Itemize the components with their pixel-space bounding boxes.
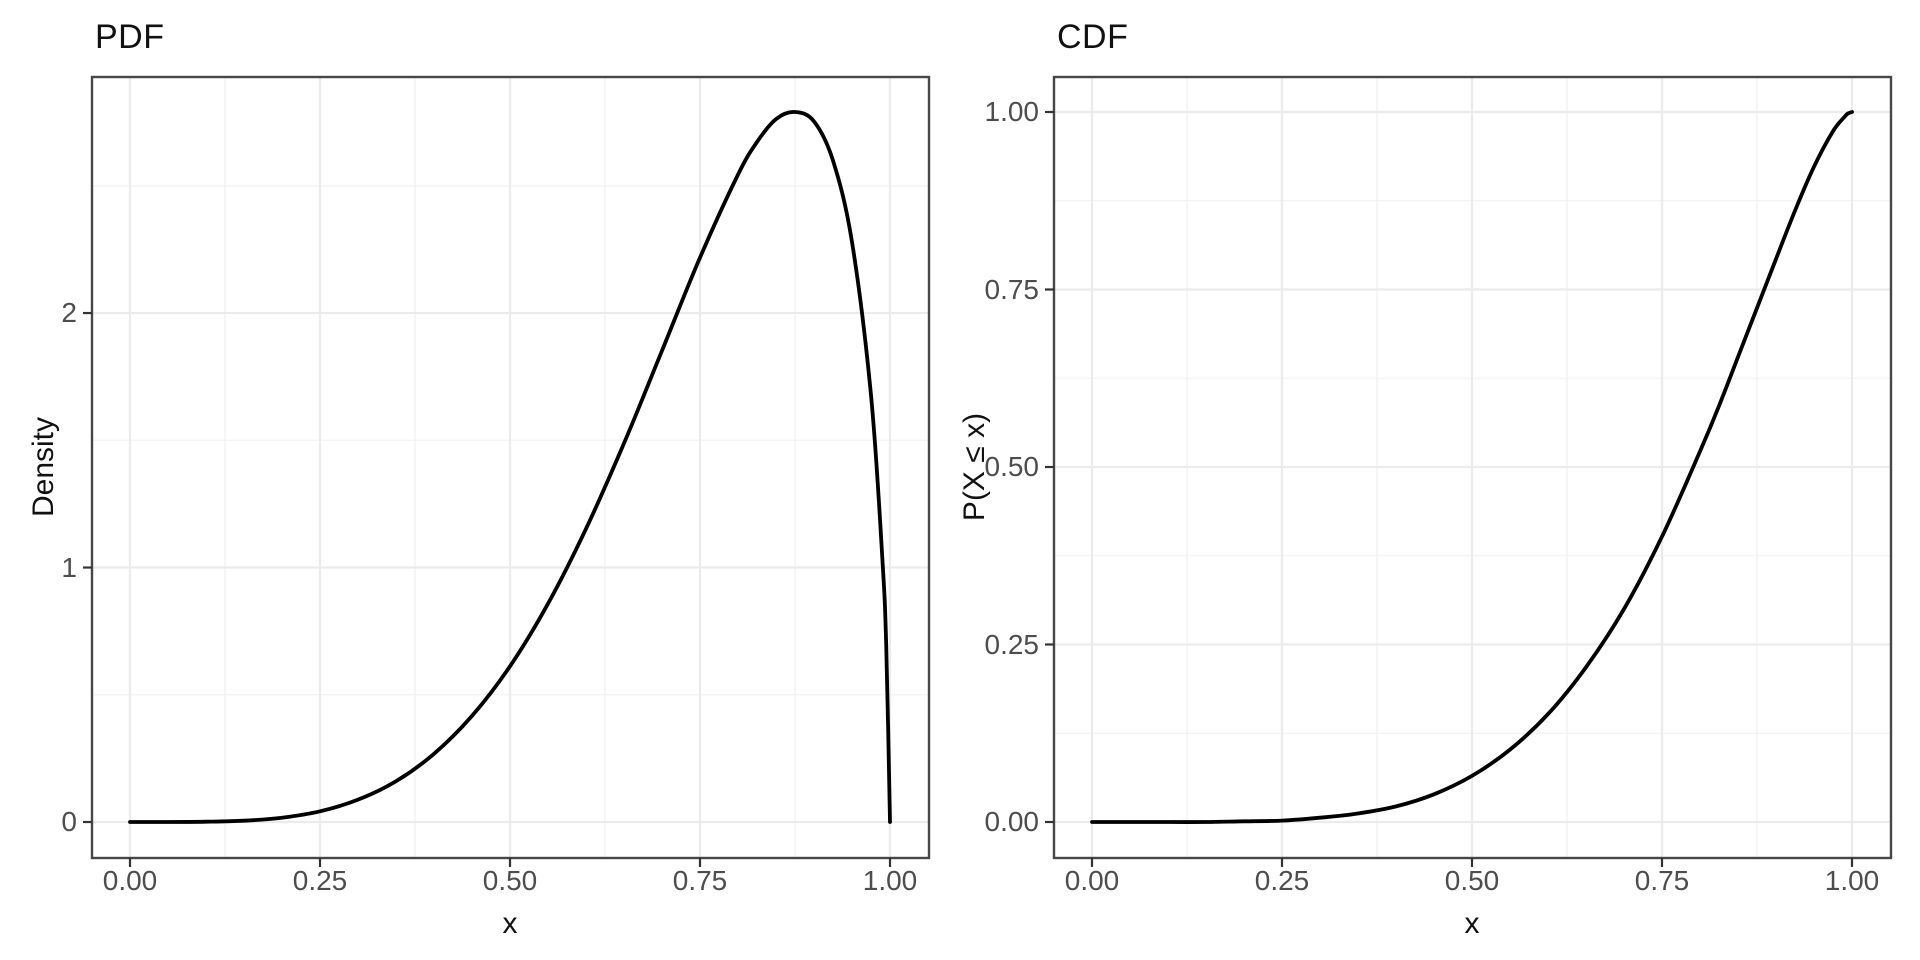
pdf-y-axis-title: Density	[27, 416, 60, 518]
cdf-x-tick-label: 0.25	[1254, 865, 1310, 896]
pdf-x-tick-label: 0.25	[292, 865, 348, 896]
pdf-y-tick-label: 1	[61, 551, 77, 583]
cdf-y-tick-label: 0.00	[984, 806, 1040, 837]
cdf-x-tick-label: 0.00	[1064, 865, 1120, 896]
pdf-plot-title: PDF	[95, 18, 165, 56]
cdf-curve	[1090, 110, 1854, 824]
cdf-y-tick-label: 0.75	[984, 273, 1040, 305]
cdf-x-tick-label: 1.00	[1824, 865, 1880, 896]
cdf-y-tick-label: 0.25	[984, 628, 1040, 660]
cdf-x-axis-title: x	[1464, 907, 1480, 940]
pdf-x-tick-label: 0.00	[102, 865, 158, 896]
pdf-x-tick-label: 1.00	[862, 865, 918, 896]
pdf-x-tick-label: 0.75	[672, 865, 728, 896]
cdf-y-tick-label: 1.00	[984, 96, 1040, 127]
pdf-x-tick-label: 0.50	[482, 865, 538, 896]
pdf-curve	[128, 110, 892, 824]
cdf-plot-title: CDF	[1057, 18, 1129, 56]
cdf-x-tick-label: 0.50	[1444, 865, 1500, 896]
cdf-x-tick-label: 0.75	[1634, 865, 1690, 896]
pdf-y-tick-label: 2	[61, 297, 77, 329]
cdf-y-tick-label: 0.50	[984, 451, 1040, 482]
pdf-y-tick-label: 0	[61, 806, 77, 837]
pdf-x-axis-title: x	[502, 907, 518, 940]
